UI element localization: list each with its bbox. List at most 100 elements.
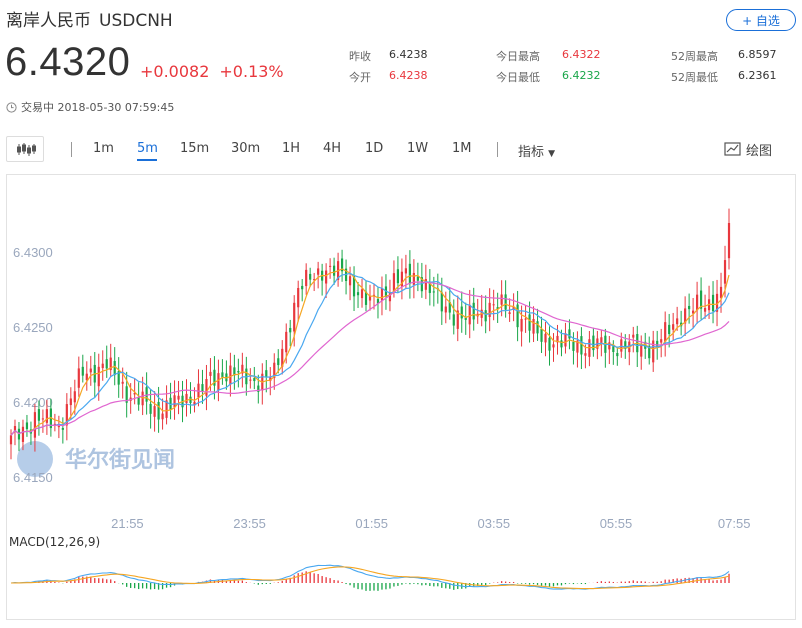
candle-body	[484, 310, 487, 322]
candle-body	[193, 401, 196, 406]
prev-close-value: 6.4238	[389, 48, 428, 61]
tf-4h[interactable]: 4H	[323, 141, 342, 156]
tf-1mo[interactable]: 1M	[452, 141, 472, 156]
candle-body	[448, 302, 451, 313]
price-chart[interactable]: 华尔街见闻 6.4150 6.4200 6.4250 6.4300 21:55 23:55 0…	[7, 175, 795, 619]
candle-body	[317, 268, 320, 275]
candle-body	[348, 276, 352, 286]
candle-body	[37, 409, 41, 421]
candle-body	[289, 327, 292, 333]
draw-tools-button[interactable]: 绘图	[724, 140, 772, 159]
candle-body	[57, 426, 60, 428]
candle-body	[715, 293, 719, 312]
candle-body	[556, 335, 559, 343]
candle-body	[624, 341, 627, 349]
candle-body	[161, 413, 164, 420]
chart-type-button[interactable]	[6, 136, 44, 162]
candle-body	[201, 384, 204, 392]
candle-body	[492, 304, 495, 306]
candle-body	[269, 376, 272, 382]
candle-body	[21, 426, 25, 442]
candle-body	[137, 396, 140, 405]
candle-body	[249, 379, 252, 381]
candle-body	[612, 346, 615, 352]
tf-1d[interactable]: 1D	[365, 141, 384, 156]
candle-body	[177, 395, 180, 400]
candle-body	[432, 291, 435, 293]
candle-body	[69, 398, 72, 406]
y-tick-label: 6.4250	[13, 320, 53, 335]
candle-body	[388, 292, 392, 302]
tf-15m[interactable]: 15m	[180, 141, 210, 156]
indicators-menu[interactable]: 指标 ▼	[518, 141, 555, 160]
candle-body	[77, 368, 80, 388]
price-change: +0.0082 +0.13%	[140, 62, 284, 81]
candle-body	[105, 359, 108, 369]
candle-body	[727, 223, 731, 259]
candle-body	[412, 272, 415, 285]
candle-body	[352, 276, 356, 297]
tf-1w[interactable]: 1W	[407, 141, 429, 156]
tf-30m[interactable]: 30m	[231, 141, 261, 156]
tf-1m[interactable]: 1m	[93, 141, 114, 156]
candle-body	[205, 379, 208, 396]
trading-status: 交易中 2018-05-30 07:59:45	[6, 99, 174, 115]
candle-body	[699, 290, 703, 309]
candle-body	[460, 306, 463, 319]
chart-toolbar: 1m 5m 15m 30m 1H 4H 1D 1W 1M 指标 ▼ 绘图	[6, 136, 796, 162]
x-tick-label: 01:55	[355, 516, 388, 531]
last-price: 6.4320	[5, 40, 131, 84]
candle-body	[133, 392, 136, 395]
candle-body	[9, 435, 13, 445]
chart-panel[interactable]: 华尔街见闻 6.4150 6.4200 6.4250 6.4300 21:55 23:55 0…	[6, 174, 796, 620]
candle-body	[153, 406, 156, 417]
candle-body	[548, 337, 551, 351]
candle-body	[101, 363, 104, 369]
candle-body	[664, 322, 667, 342]
toolbar-divider	[71, 142, 72, 157]
candle-body	[580, 336, 583, 355]
x-tick-label: 05:55	[600, 516, 633, 531]
candle-body	[217, 373, 220, 391]
week52-high-value: 6.8597	[738, 48, 777, 61]
candle-body	[532, 318, 535, 334]
day-low-value: 6.4232	[562, 69, 601, 82]
add-watchlist-button[interactable]: + 自选	[726, 9, 796, 31]
active-tab-indicator	[137, 159, 157, 161]
candle-body	[516, 304, 519, 328]
candle-body	[392, 273, 396, 292]
candle-body	[13, 426, 17, 432]
indicators-label: 指标	[518, 145, 545, 160]
candle-body	[648, 345, 651, 359]
watermark-circle	[17, 441, 53, 477]
candle-body	[145, 387, 148, 402]
candle-body	[233, 367, 236, 376]
candle-body	[540, 328, 543, 342]
tf-5m[interactable]: 5m	[137, 141, 158, 156]
candle-body	[676, 318, 679, 325]
candle-body	[456, 310, 459, 329]
candle-body	[277, 358, 280, 366]
candle-body	[632, 334, 635, 338]
y-tick-label: 6.4150	[13, 470, 53, 485]
day-low-label: 今日最低	[496, 71, 540, 84]
change-value: +0.0082	[140, 62, 210, 81]
tf-1h[interactable]: 1H	[282, 141, 301, 156]
candle-body	[241, 364, 244, 374]
candle-body	[380, 288, 384, 301]
candle-body	[552, 344, 555, 348]
candle-body	[301, 285, 304, 290]
week52-high-label: 52周最高	[671, 50, 718, 63]
candle-body	[89, 368, 92, 373]
candle-body	[600, 337, 603, 343]
candle-body	[652, 340, 655, 363]
watermark-logo	[17, 441, 53, 477]
candle-body	[692, 310, 695, 314]
candle-body	[464, 317, 467, 320]
candle-body	[719, 286, 723, 298]
candle-body	[444, 306, 447, 313]
candle-body	[53, 423, 56, 425]
candle-body	[472, 302, 475, 320]
candle-body	[281, 348, 284, 367]
x-tick-label: 07:55	[718, 516, 751, 531]
